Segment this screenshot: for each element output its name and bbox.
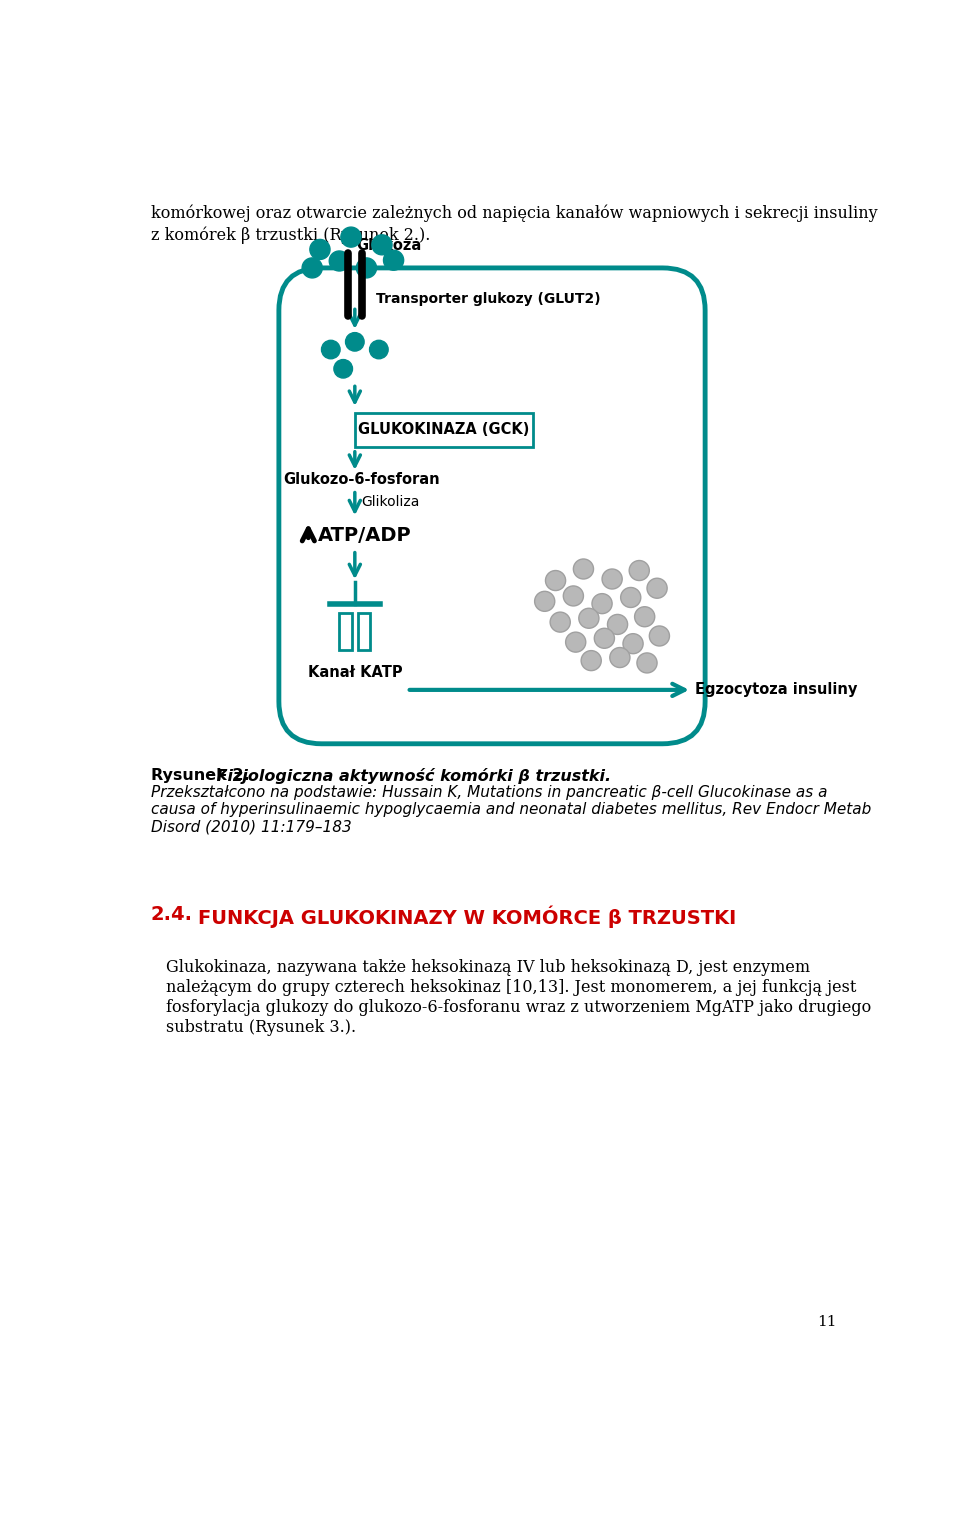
Circle shape — [635, 607, 655, 627]
Text: fosforylacja glukozy do glukozo-6-fosforanu wraz z utworzeniem MgATP jako drugie: fosforylacja glukozy do glukozo-6-fosfor… — [166, 999, 872, 1016]
Text: Przekształcono na podstawie: Hussain K, Mutations in pancreatic β-cell Glucokina: Przekształcono na podstawie: Hussain K, … — [151, 786, 828, 801]
Text: 2.4.: 2.4. — [151, 905, 193, 925]
Circle shape — [383, 250, 403, 269]
Circle shape — [302, 257, 323, 279]
Circle shape — [594, 628, 614, 648]
Text: należącym do grupy czterech heksokinaz [10,13]. Jest monomerem, a jej funkcją je: należącym do grupy czterech heksokinaz [… — [166, 980, 857, 996]
Circle shape — [370, 341, 388, 359]
Circle shape — [564, 586, 584, 606]
Text: z komórek β trzustki (Rysunek 2.).: z komórek β trzustki (Rysunek 2.). — [151, 226, 430, 244]
Circle shape — [610, 648, 630, 668]
FancyBboxPatch shape — [358, 613, 371, 650]
Text: FUNKCJA GLUKOKINAZY W KOMÓRCE β TRZUSTKI: FUNKCJA GLUKOKINAZY W KOMÓRCE β TRZUSTKI — [198, 905, 735, 928]
Circle shape — [550, 612, 570, 633]
Circle shape — [322, 341, 340, 359]
Circle shape — [310, 239, 330, 259]
Text: Glikoliza: Glikoliza — [361, 495, 420, 509]
Circle shape — [579, 609, 599, 628]
Circle shape — [608, 615, 628, 634]
Circle shape — [356, 257, 376, 279]
Circle shape — [636, 653, 657, 672]
Text: Fizjologiczna aktywność komórki β trzustki.: Fizjologiczna aktywność komórki β trzust… — [210, 769, 611, 784]
Text: GLUKOKINAZA (GCK): GLUKOKINAZA (GCK) — [358, 422, 530, 438]
Circle shape — [581, 651, 601, 671]
Text: substratu (Rysunek 3.).: substratu (Rysunek 3.). — [166, 1019, 356, 1037]
Text: causa of hyperinsulinaemic hypoglycaemia and neonatal diabetes mellitus, Rev End: causa of hyperinsulinaemic hypoglycaemia… — [151, 802, 872, 818]
Text: Transporter glukozy (GLUT2): Transporter glukozy (GLUT2) — [375, 292, 600, 306]
Text: 11: 11 — [817, 1316, 837, 1329]
Circle shape — [623, 634, 643, 654]
Circle shape — [565, 633, 586, 653]
Circle shape — [649, 625, 669, 646]
Circle shape — [647, 578, 667, 598]
Circle shape — [602, 569, 622, 589]
Text: Kanał KATP: Kanał KATP — [307, 665, 402, 680]
Circle shape — [592, 593, 612, 613]
Circle shape — [629, 560, 649, 580]
Text: Egzocytoza insuliny: Egzocytoza insuliny — [695, 683, 857, 698]
Circle shape — [621, 587, 641, 607]
FancyBboxPatch shape — [355, 413, 533, 447]
Text: Glukokinaza, nazywana także heksokinazą IV lub heksokinazą D, jest enzymem: Glukokinaza, nazywana także heksokinazą … — [166, 960, 810, 977]
Circle shape — [545, 571, 565, 590]
Text: Glukozo-6-fosforan: Glukozo-6-fosforan — [283, 472, 440, 488]
Circle shape — [334, 359, 352, 378]
Text: Rysunek 2.: Rysunek 2. — [151, 769, 250, 783]
Circle shape — [372, 235, 392, 254]
Text: Disord (2010) 11:179–183: Disord (2010) 11:179–183 — [151, 819, 351, 834]
Text: komórkowej oraz otwarcie zależnych od napięcia kanałów wapniowych i sekrecji ins: komórkowej oraz otwarcie zależnych od na… — [151, 204, 877, 223]
Circle shape — [329, 251, 349, 271]
FancyBboxPatch shape — [339, 613, 351, 650]
Circle shape — [535, 592, 555, 612]
Text: ATP/ADP: ATP/ADP — [318, 527, 411, 545]
Text: Glukoza: Glukoza — [356, 238, 421, 253]
Circle shape — [573, 559, 593, 578]
Circle shape — [341, 227, 361, 247]
Circle shape — [346, 333, 364, 351]
